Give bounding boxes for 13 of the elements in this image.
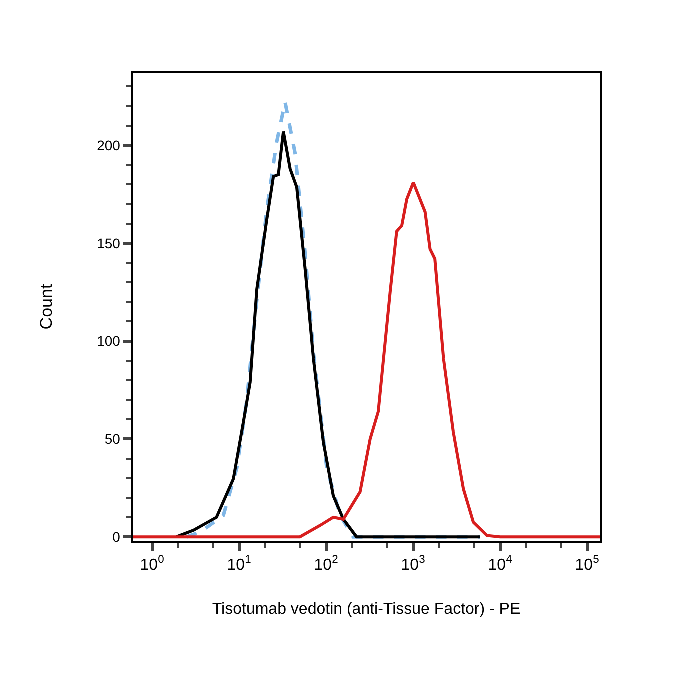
- x-tick-label: 10$^{2}$: [314, 554, 338, 574]
- x-tick-label: 10$^{3}$: [401, 554, 426, 574]
- x-axis-title: Tisotumab vedotin (anti-Tissue Factor) - PE: [212, 601, 521, 618]
- y-tick-label: 0: [112, 528, 121, 545]
- x-tick-label: 10$^{5}$: [575, 554, 600, 574]
- y-axis-title: Count: [37, 284, 56, 330]
- x-tick-label: 10$^{1}$: [227, 554, 252, 574]
- x-tick-label: 10$^{0}$: [140, 554, 164, 574]
- y-tick-label: 100: [97, 333, 121, 350]
- y-tick-label: 150: [97, 235, 121, 252]
- x-tick-label: 10$^{4}$: [488, 554, 512, 574]
- y-tick-label: 200: [97, 137, 121, 154]
- y-tick-label: 50: [104, 431, 121, 448]
